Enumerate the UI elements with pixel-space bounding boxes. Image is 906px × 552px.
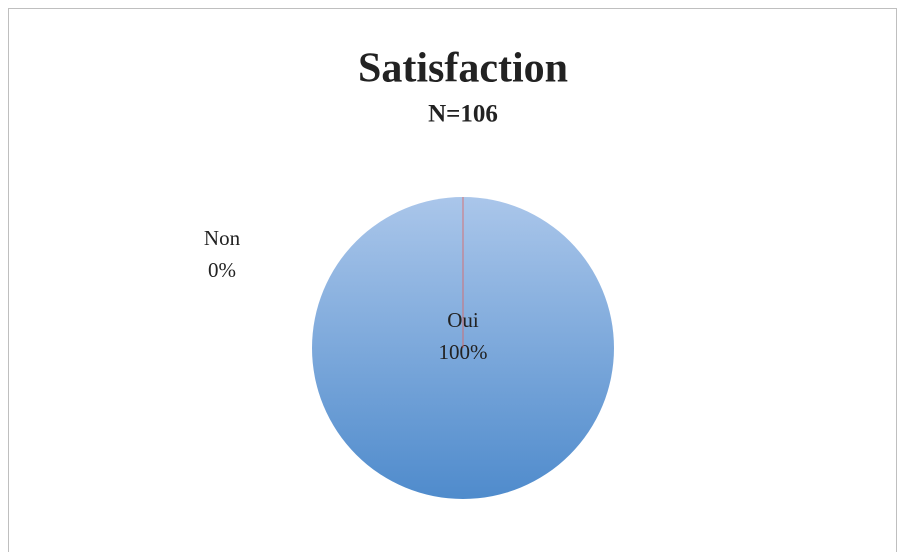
chart-title: Satisfaction — [358, 46, 568, 92]
chart-subtitle: N=106 — [428, 101, 498, 128]
slice-label-value: 0% — [208, 258, 236, 282]
slice-label-name: Non — [204, 226, 241, 250]
